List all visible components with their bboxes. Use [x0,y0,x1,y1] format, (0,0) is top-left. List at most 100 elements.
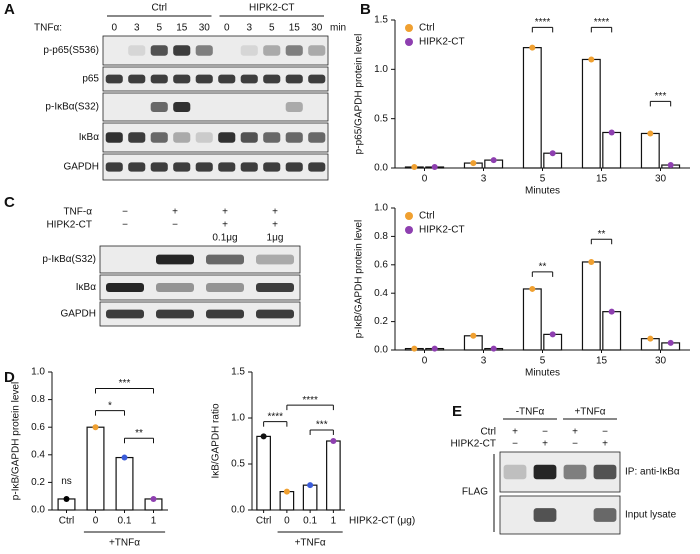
data-point [647,130,654,137]
data-point [150,495,157,502]
y-tick-label: 0.5 [374,113,388,124]
significance: **** [535,17,551,28]
panel-label: A [4,1,15,18]
row-label: p-IκBα(S32) [45,102,99,113]
data-point [647,335,654,342]
significance: * [108,400,112,411]
data-point [470,332,477,339]
group-label: +TNFα [109,538,140,549]
band [533,508,557,522]
data-point [490,157,497,164]
panel-label: D [4,369,15,386]
data-point [588,258,595,265]
legend-swatch [405,226,413,234]
band [533,464,557,480]
bar [640,132,660,169]
bar [581,261,601,351]
y-axis-label: p-IκB/GAPDH protein level [11,382,22,500]
lane-label: 30 [311,23,323,34]
band [195,162,213,172]
data-point [330,438,337,444]
band [503,464,527,480]
data-point [307,482,314,489]
condition-label: -TNFα [516,407,545,418]
x-tick-label: 5 [540,356,546,367]
x-tick-label: 15 [596,356,608,367]
band [105,162,123,172]
data-point [283,488,290,495]
bar [326,440,341,511]
y-tick-label: 0.8 [31,394,45,405]
significance: *** [316,420,328,431]
group-label: HIPK2-CT [249,3,295,14]
band [105,132,123,143]
data-point [549,331,556,338]
band [263,162,281,172]
x-axis-label: Minutes [525,368,560,379]
sign: + [172,207,178,218]
x-tick-label: 30 [655,174,667,185]
x-tick-label: Ctrl [256,516,272,527]
y-tick-label: 0.2 [31,477,45,488]
data-point [431,164,438,171]
data-point [121,454,128,461]
band [308,45,326,56]
y-tick-label: 0.0 [374,345,388,356]
band [206,254,244,265]
band [240,162,258,172]
band [285,101,303,113]
sign: − [122,207,128,218]
bar [602,311,622,351]
y-tick-label: 0.4 [374,288,388,299]
sign: − [602,427,608,438]
band [263,45,281,56]
band [256,254,294,265]
x-tick-label: 0 [93,516,99,527]
band [593,508,617,522]
band [285,132,303,143]
sign: − [542,427,548,438]
legend-label: HIPK2-CT [419,37,465,48]
row-label: TNF-α [63,207,92,218]
band [173,162,191,172]
panel-label: B [360,1,371,18]
x-tick-label: 30 [655,356,667,367]
y-tick-label: 0.6 [374,259,388,270]
x-tick-label: 3 [481,356,487,367]
sign: + [222,207,228,218]
x-tick-label: 0.1 [303,516,317,527]
x-tick-label: 0.1 [118,516,132,527]
significance: ** [135,428,143,439]
band [206,283,244,292]
band [218,74,236,84]
data-point [588,56,595,63]
band [285,74,303,84]
lane-label: 3 [134,23,140,34]
data-point [608,308,615,315]
band [156,309,194,319]
y-axis-label: p-p65/GAPDH protein level [354,34,365,155]
band [218,162,236,172]
significance: **** [302,395,318,406]
band [256,283,294,292]
band [206,309,244,319]
band [195,74,213,84]
y-tick-label: 0.4 [31,449,45,460]
x-axis-label: HIPK2-CT (μg) [349,516,415,527]
bar [115,456,134,511]
sign: − [122,220,128,231]
x-tick-label: 0 [422,174,428,185]
band [173,45,191,56]
y-tick-label: 0.0 [31,505,45,516]
x-tick-label: 1 [151,516,157,527]
lane-label: 5 [156,23,162,34]
significance: *** [119,378,131,389]
sign: − [572,439,578,450]
y-tick-label: 0.0 [374,163,388,174]
data-point [260,433,267,440]
row-label: p-p65(S536) [43,45,99,56]
row-label: Ctrl [480,427,496,438]
band [128,45,146,56]
sign: + [222,220,228,231]
